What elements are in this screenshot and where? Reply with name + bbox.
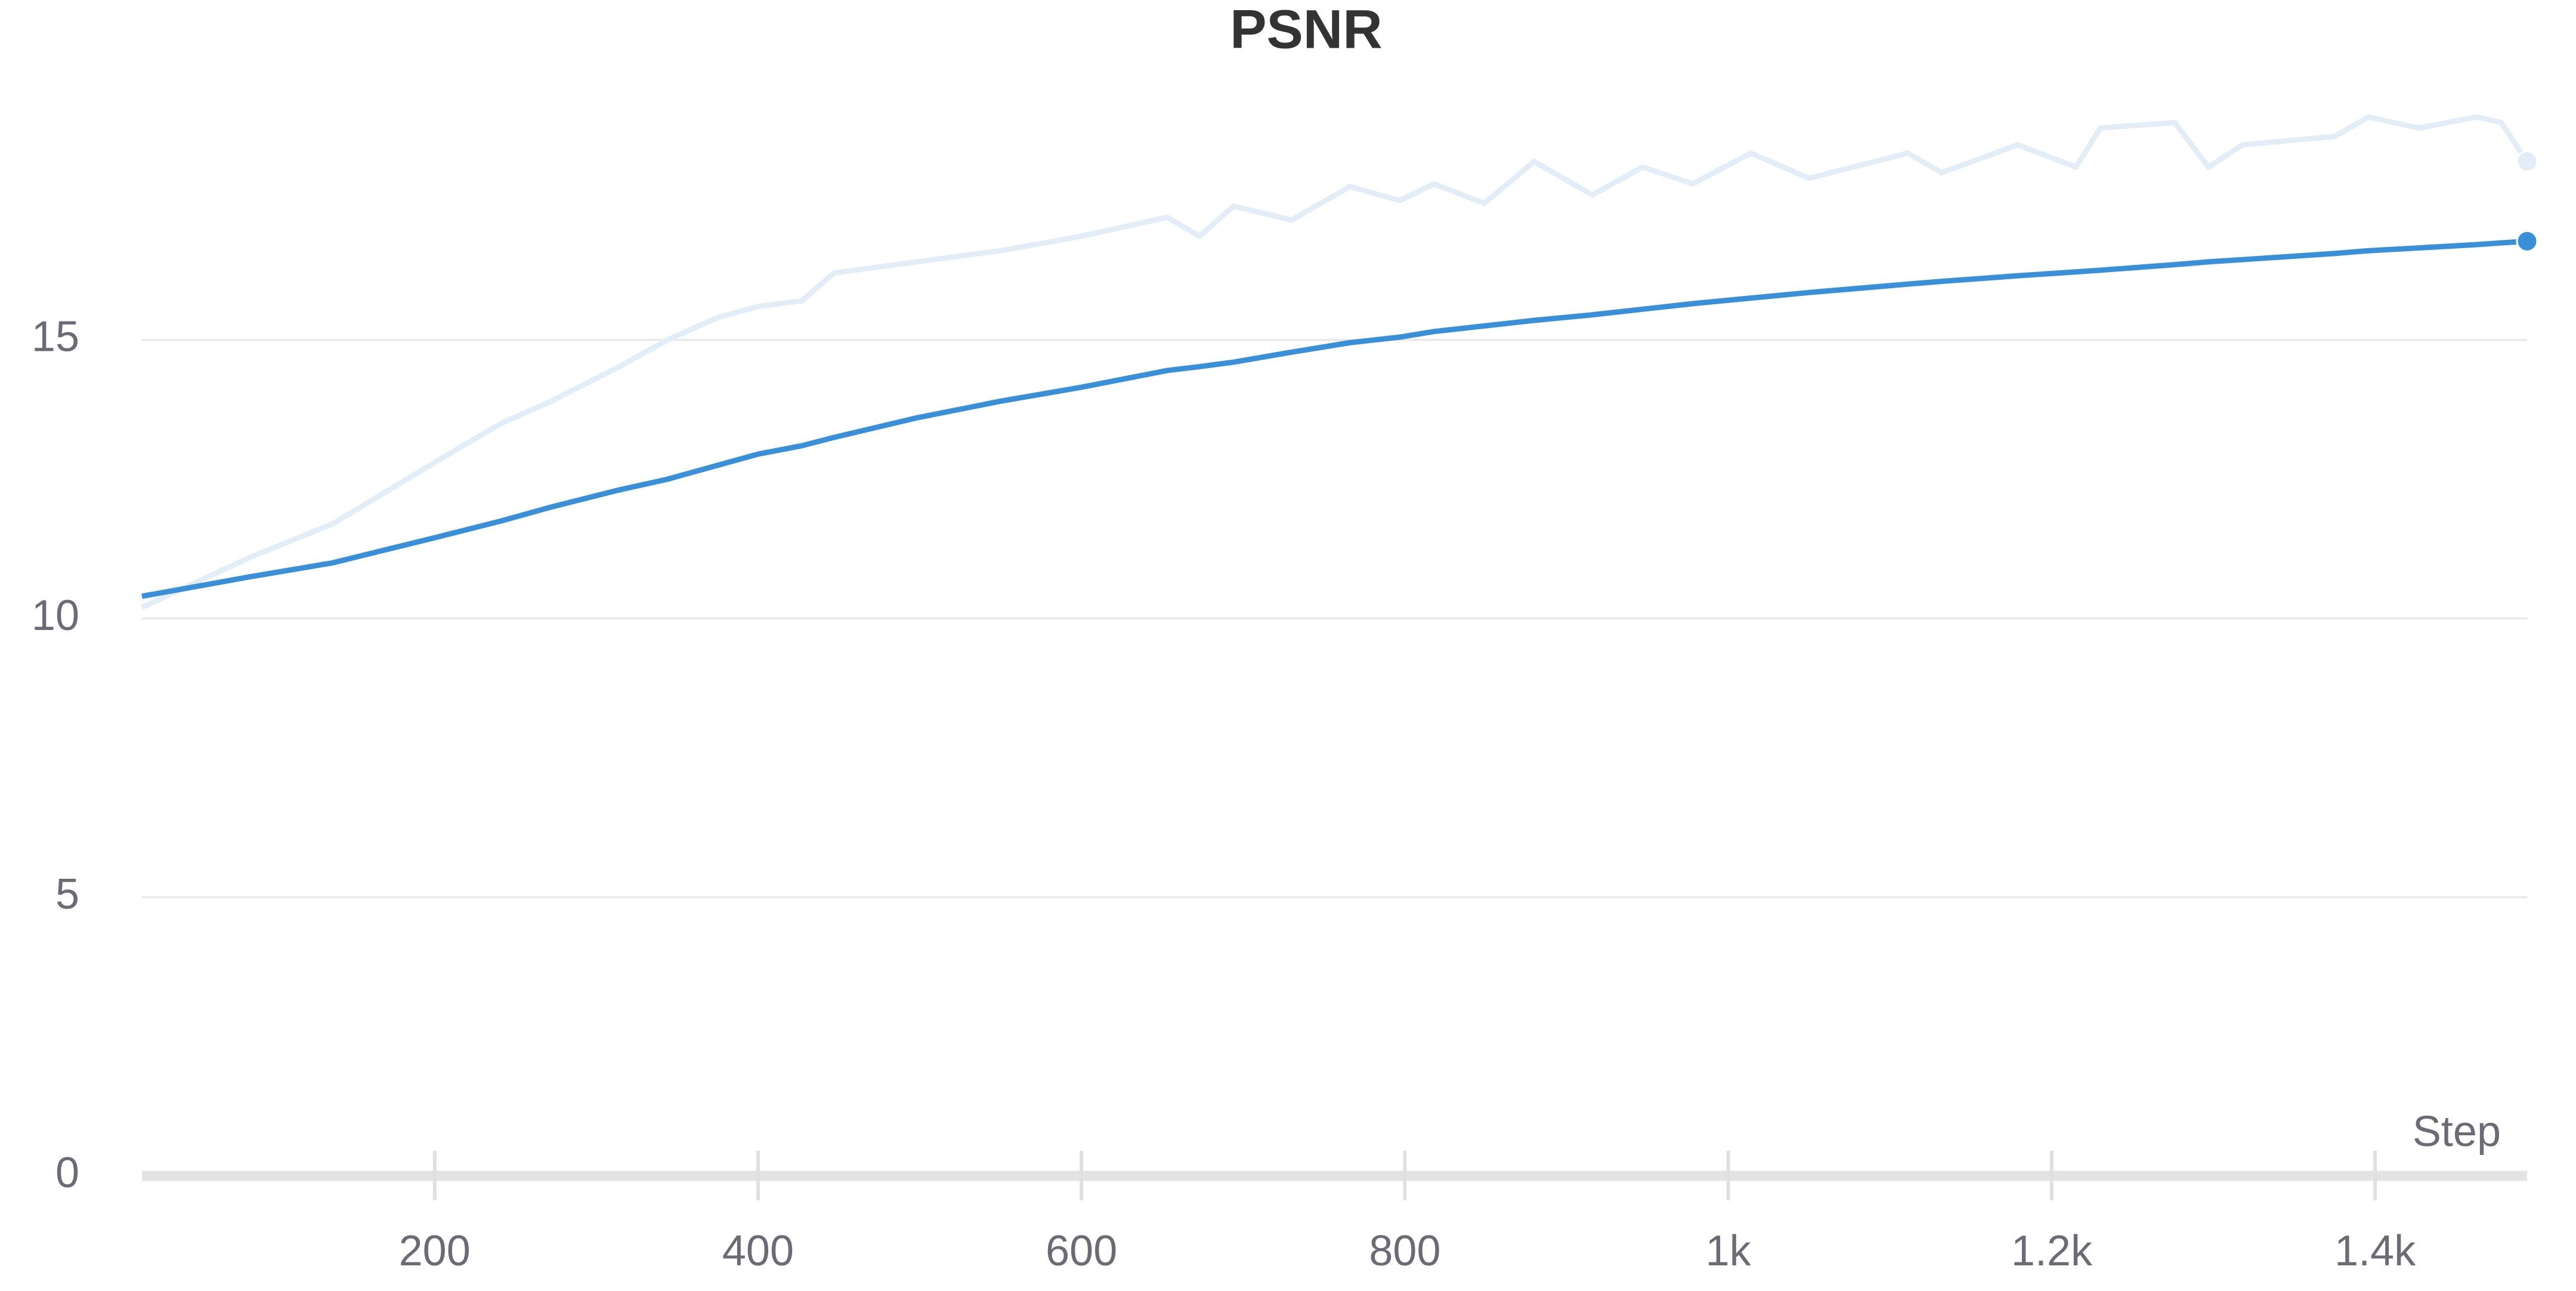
series-line (141, 238, 2528, 599)
x-tick-label: 200 (399, 1227, 471, 1275)
x-tick-label: 1.2k (2011, 1227, 2093, 1275)
y-tick-label: 5 (55, 870, 79, 918)
x-tick-label: 600 (1046, 1227, 1117, 1275)
x-axis-label: Step (2413, 1108, 2501, 1156)
end-marker (2516, 230, 2538, 252)
x-tick-label: 1k (1706, 1227, 1752, 1275)
x-tick-label: 800 (1369, 1227, 1440, 1275)
end-marker (2516, 150, 2538, 173)
series-line (141, 114, 2529, 610)
y-tick-label: 15 (32, 313, 79, 361)
chart-title: PSNR (1230, 0, 1383, 60)
y-tick-label: 10 (32, 592, 79, 640)
x-tick-label: 1.4k (2334, 1227, 2416, 1275)
x-tick-label: 400 (722, 1227, 794, 1275)
y-tick-label: 0 (55, 1149, 79, 1197)
